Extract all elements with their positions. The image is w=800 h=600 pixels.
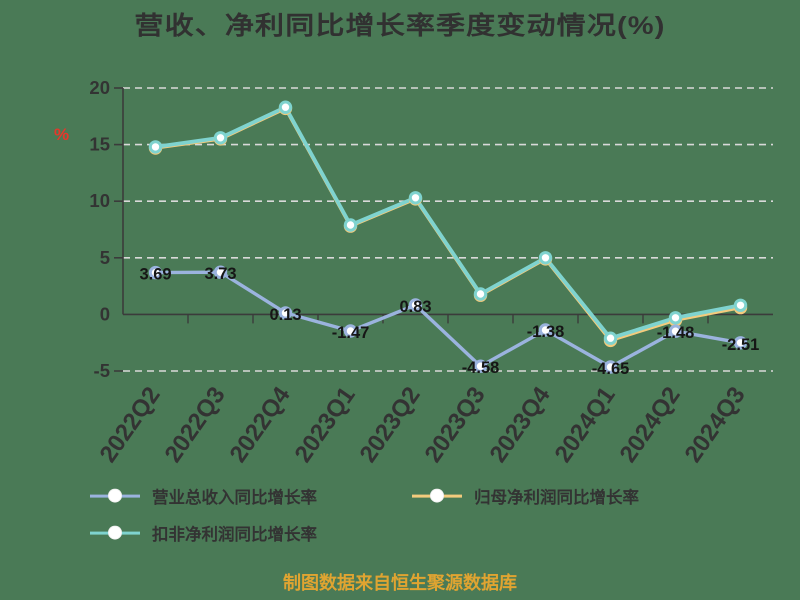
svg-text:3.73: 3.73 [204,265,236,283]
svg-text:10: 10 [89,190,110,211]
svg-text:3.69: 3.69 [139,266,171,284]
svg-text:-1.47: -1.47 [332,324,370,342]
svg-text:0.83: 0.83 [399,298,431,316]
svg-text:0.13: 0.13 [269,306,301,324]
svg-text:0: 0 [100,303,110,324]
svg-text:-4.58: -4.58 [462,359,500,377]
svg-text:-4.65: -4.65 [592,360,630,378]
svg-text:20: 20 [89,77,110,98]
svg-text:5: 5 [100,247,110,268]
svg-text:-1.48: -1.48 [657,324,695,342]
svg-text:-1.38: -1.38 [527,323,565,341]
svg-text:-2.51: -2.51 [722,336,760,354]
svg-text:15: 15 [89,134,110,155]
svg-text:-5: -5 [94,360,110,381]
svg-text:%: % [54,125,69,144]
